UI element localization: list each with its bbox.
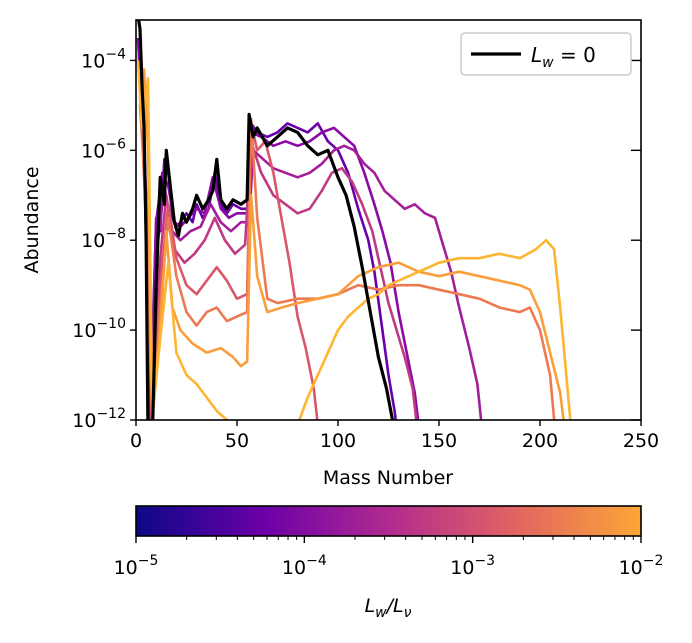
x-tick-label-0: 0 xyxy=(130,430,142,452)
colorbar-label-main: L xyxy=(365,595,376,617)
series-line-8 xyxy=(137,20,395,420)
x-tick-label-4: 200 xyxy=(522,430,558,452)
colorbar-tick-label-2: 10−3 xyxy=(450,553,495,579)
colorbar-tick-label-3: 10−2 xyxy=(619,553,664,579)
x-axis: 0 50 100 150 200 250 xyxy=(130,420,659,452)
plot-area xyxy=(135,19,642,421)
y-tick-label-1: 10−6 xyxy=(81,136,126,162)
x-tick-label-5: 250 xyxy=(623,430,659,452)
colorbar-label-sub2: ν xyxy=(404,605,412,621)
series-line-6 xyxy=(138,68,565,420)
colorbar-label: Lw/Lν xyxy=(365,595,412,621)
series-layer xyxy=(136,20,572,420)
legend-label: Lw = 0 xyxy=(531,43,596,71)
series-line-5 xyxy=(138,96,556,420)
x-tick-label-1: 50 xyxy=(225,430,249,452)
colorbar-tick-label-0: 10−5 xyxy=(114,553,159,579)
y-axis: 10−4 10−6 10−8 10−10 10−12 xyxy=(72,46,641,432)
legend-box xyxy=(460,32,632,76)
colorbar-gradient xyxy=(136,506,641,536)
legend-label-rest: = 0 xyxy=(554,43,596,67)
y-tick-label-3: 10−10 xyxy=(72,316,126,342)
colorbar-label-slash: /L xyxy=(385,595,404,617)
colorbar-ticks: 10−5 10−4 10−3 10−2 xyxy=(114,536,664,579)
y-tick-label-2: 10−8 xyxy=(81,226,126,252)
series-line-7 xyxy=(136,60,572,420)
series-line-2 xyxy=(138,60,483,420)
x-tick-label-2: 100 xyxy=(320,430,356,452)
legend-label-sub: w xyxy=(542,55,554,71)
legend: Lw = 0 xyxy=(460,32,632,76)
x-axis-label: Mass Number xyxy=(323,467,453,489)
colorbar: 10−5 10−4 10−3 10−2 Lw/Lν xyxy=(114,505,664,621)
x-tick-label-3: 150 xyxy=(421,430,457,452)
axes-frame xyxy=(135,19,642,421)
y-tick-label-4: 10−12 xyxy=(72,406,126,432)
y-axis-label: Abundance xyxy=(21,166,43,273)
legend-label-main: L xyxy=(531,43,542,67)
series-line-0 xyxy=(136,37,398,420)
colorbar-tick-label-1: 10−4 xyxy=(282,553,327,579)
colorbar-frame xyxy=(135,505,642,537)
y-tick-label-0: 10−4 xyxy=(81,46,126,72)
colorbar-label-sub1: w xyxy=(375,605,387,621)
